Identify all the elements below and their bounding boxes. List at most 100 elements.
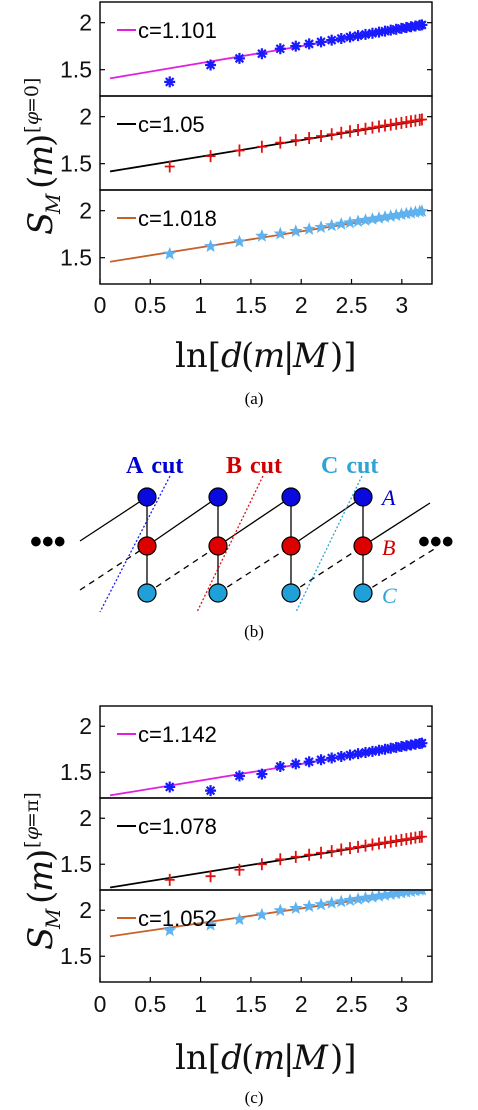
data-point (273, 226, 287, 240)
svg-text:M: M (41, 193, 65, 215)
legend-label: c=1.142 (138, 722, 217, 747)
data-point (344, 749, 356, 761)
y-tick-label: 1.5 (60, 943, 92, 969)
data-point (352, 748, 364, 760)
data-point (302, 222, 316, 235)
cut-line-b (196, 475, 264, 613)
caption-c: (c) (245, 1088, 264, 1107)
data-point (336, 843, 347, 856)
row-label-a: A (380, 485, 396, 510)
y-tick-label: 2 (79, 10, 92, 36)
legend-label: c=1.101 (138, 18, 217, 43)
x-tick-label: 2.5 (336, 991, 368, 1017)
ylabel-c: S M ( m ) [ φ =π] (21, 792, 65, 950)
data-point (345, 125, 356, 138)
data-point (373, 744, 385, 756)
data-point (358, 213, 373, 226)
data-point (316, 846, 327, 859)
data-point (379, 25, 391, 37)
data-point (366, 745, 378, 757)
x-tick-label: 0.5 (134, 292, 166, 318)
node-b (281, 536, 301, 556)
node-b (353, 536, 373, 556)
data-point (325, 218, 339, 232)
xlabel-a: ln[ d ( m | M )] (175, 336, 357, 376)
data-point (360, 122, 371, 135)
svg-text:S: S (21, 927, 61, 950)
data-point (164, 76, 176, 88)
node-b (137, 536, 157, 556)
data-point (290, 758, 302, 770)
vertical-bonds (146, 497, 364, 593)
y-tick-label: 2 (79, 897, 92, 923)
svg-text:ln[: ln[ (175, 336, 221, 376)
cut-line-c (295, 475, 363, 613)
svg-text:): ) (21, 849, 61, 862)
svg-text:): ) (21, 134, 61, 147)
data-point (334, 894, 348, 908)
data-point (234, 863, 245, 876)
svg-text:φ: φ (21, 826, 43, 840)
svg-text:S: S (21, 212, 61, 235)
data-point (404, 205, 418, 219)
data-point (203, 239, 218, 253)
data-point (232, 234, 247, 248)
data-point (255, 907, 269, 921)
svg-text:d: d (221, 1038, 243, 1078)
x-tick-label: 1 (194, 991, 207, 1017)
markers (163, 204, 429, 260)
data-point (256, 858, 267, 871)
cut-line-a (99, 475, 171, 613)
panel-2: 1.5 2 c=1.078 (60, 797, 433, 891)
panel-3: 1.5 2 c=1.052 (60, 889, 433, 983)
x-tick-label: 2 (295, 991, 308, 1017)
chart-c: S M ( m ) [ φ =π] 1.5 2 c=1.142 1.5 2 c=1.078… (21, 705, 433, 1107)
data-point (163, 246, 177, 260)
x-tick-label: 2 (295, 292, 308, 318)
data-point (316, 129, 327, 142)
data-point (416, 113, 427, 126)
row-label-c: C (382, 583, 397, 608)
data-point (164, 160, 175, 173)
data-point (233, 770, 245, 782)
panel-frame (99, 95, 433, 191)
data-point (289, 901, 303, 914)
data-point (352, 30, 364, 42)
data-point (416, 830, 427, 843)
x-tick-label: 1.5 (235, 991, 267, 1017)
data-point (373, 26, 385, 38)
y-tick-label: 2 (79, 805, 92, 831)
data-point (372, 211, 386, 224)
svg-text:φ: φ (21, 111, 43, 125)
data-point (314, 897, 328, 911)
data-point (353, 123, 364, 136)
data-point (367, 121, 378, 134)
data-point (302, 899, 316, 912)
data-point (365, 212, 380, 225)
data-point (289, 224, 303, 237)
data-point (380, 119, 391, 132)
svg-text:=π]: =π] (21, 792, 43, 828)
data-point (290, 40, 302, 52)
data-point (416, 19, 428, 31)
data-point (359, 746, 371, 758)
data-point (360, 839, 371, 852)
svg-text:(: ( (241, 1038, 254, 1078)
data-point (365, 890, 380, 903)
row-label-b: B (382, 535, 395, 560)
svg-text:=0]: =0] (21, 78, 43, 113)
data-point (373, 837, 384, 850)
markers (164, 737, 428, 797)
data-point (335, 33, 347, 45)
y-tick-label: 1.5 (60, 57, 92, 83)
data-point (335, 750, 347, 762)
data-point (290, 134, 301, 147)
y-tick-label: 2 (79, 713, 92, 739)
data-point (303, 38, 315, 50)
data-point (378, 210, 392, 223)
